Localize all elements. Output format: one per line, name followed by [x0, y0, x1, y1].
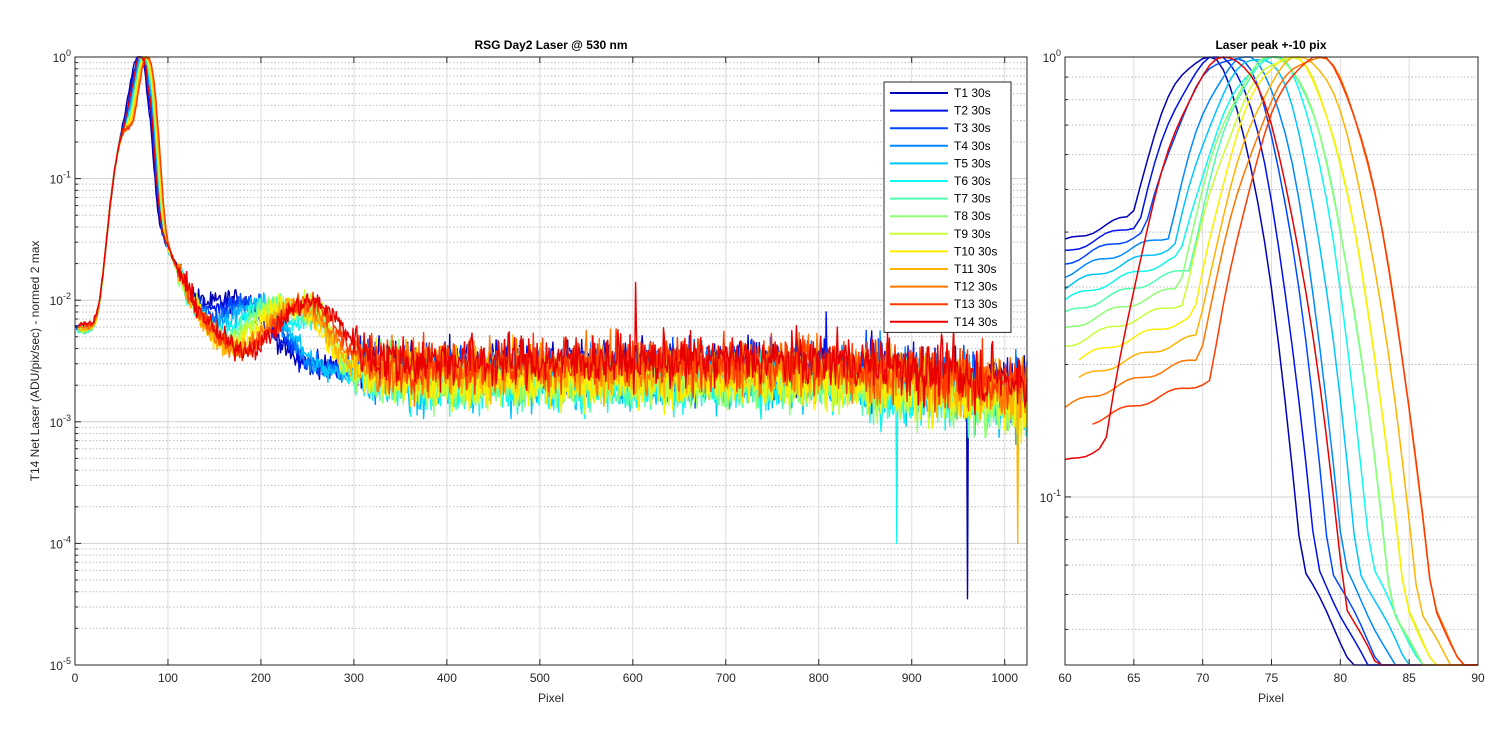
- main-xtick-label: 700: [716, 671, 736, 685]
- main-plot-ylabel: T14 Net Laser (ADU/pix/sec) - normed 2 m…: [28, 241, 42, 482]
- zoom-ytick-label: 10-1: [1040, 488, 1061, 505]
- legend-label: T3 30s: [954, 121, 991, 135]
- zoom-series-line-t10-30s: [1078, 56, 1478, 666]
- legend-label: T7 30s: [954, 192, 991, 206]
- zoom-xtick-label: 80: [1334, 671, 1348, 685]
- main-ytick-base: 10: [50, 537, 64, 551]
- legend-label: T2 30s: [954, 104, 991, 118]
- legend-label: T4 30s: [954, 139, 991, 153]
- main-xtick-label: 900: [902, 671, 922, 685]
- main-ytick-base: 10: [50, 294, 64, 308]
- main-ytick-label: 100: [53, 48, 71, 65]
- main-xtick-label: 0: [72, 671, 79, 685]
- zoom-plot-xlabel: Pixel: [1258, 691, 1284, 705]
- main-ytick-label: 10-2: [50, 291, 71, 308]
- main-ytick-label: 10-3: [50, 413, 71, 430]
- zoom-xtick-label: 90: [1471, 671, 1485, 685]
- zoom-plot-title: Laser peak +-10 pix: [1215, 38, 1326, 52]
- main-ytick-base: 10: [50, 173, 64, 187]
- zoom-xtick-label: 70: [1196, 671, 1210, 685]
- main-plot-xlabel: Pixel: [538, 691, 564, 705]
- legend-label: T11 30s: [954, 262, 996, 276]
- main-ytick-base: 10: [53, 51, 67, 65]
- zoom-series-line-t11-30s: [1078, 56, 1478, 666]
- main-plot-ticks: 0 100 200 300 400 500 600 700 800 900 100010010-11…: [50, 48, 1019, 685]
- legend-label: T9 30s: [954, 227, 991, 241]
- legend-label: T12 30s: [954, 280, 997, 294]
- main-xtick-label: 1000: [991, 671, 1018, 685]
- zoom-xtick-label: 60: [1058, 671, 1072, 685]
- series-line-t13-30s: [78, 56, 1028, 413]
- zoom-ytick-base: 10: [1040, 491, 1054, 505]
- main-xtick-label: 200: [251, 671, 271, 685]
- legend-label: T5 30s: [954, 156, 991, 170]
- main-plot-title: RSG Day2 Laser @ 530 nm: [474, 38, 627, 52]
- main-xtick-label: 600: [623, 671, 643, 685]
- main-ytick-base: 10: [50, 659, 64, 673]
- legend-box: [883, 81, 1012, 333]
- legend-label: T1 30s: [954, 86, 991, 100]
- main-ytick-exp: -2: [63, 291, 71, 301]
- zoom-xtick-label: 75: [1265, 671, 1279, 685]
- main-ytick-label: 10-4: [50, 534, 71, 551]
- main-ytick-label: 10-1: [50, 170, 71, 187]
- main-ytick-exp: -5: [63, 656, 71, 666]
- main-ytick-exp: -1: [63, 170, 71, 180]
- legend-label: T14 30s: [954, 315, 997, 329]
- zoom-xtick-label: 65: [1127, 671, 1141, 685]
- zoom-ytick-exp: -1: [1053, 488, 1061, 498]
- zoom-series-line-t13-30s: [1092, 56, 1478, 666]
- zoom-ytick-exp: 0: [1056, 48, 1061, 58]
- legend-label: T10 30s: [954, 244, 997, 258]
- legend-label: T13 30s: [954, 297, 997, 311]
- main-ytick-exp: -4: [63, 534, 71, 544]
- main-plot-frame: [74, 56, 1028, 666]
- legend-label: T6 30s: [954, 174, 991, 188]
- zoom-ytick-base: 10: [1043, 51, 1057, 65]
- main-ytick-base: 10: [50, 416, 64, 430]
- main-ytick-exp: -3: [63, 413, 71, 423]
- series-line-t14-30s: [78, 56, 1028, 416]
- main-plot-series: [74, 56, 1028, 600]
- main-xtick-label: 100: [158, 671, 178, 685]
- main-ytick-exp: 0: [66, 48, 71, 58]
- main-ytick-label: 10-5: [50, 656, 71, 673]
- main-xtick-label: 400: [437, 671, 457, 685]
- zoom-ytick-label: 100: [1043, 48, 1061, 65]
- zoom-xtick-label: 85: [1402, 671, 1416, 685]
- main-xtick-label: 500: [530, 671, 550, 685]
- main-xtick-label: 800: [809, 671, 829, 685]
- main-plot-axes: 0 100 200 300 400 500 600 700 800 900 100010010-11…: [28, 38, 1028, 705]
- legend-label: T8 30s: [954, 209, 991, 223]
- main-xtick-label: 300: [344, 671, 364, 685]
- legend: T1 30s T2 30s T3 30s T4 30s T5 30s T6 30s T7 3…: [883, 81, 1012, 333]
